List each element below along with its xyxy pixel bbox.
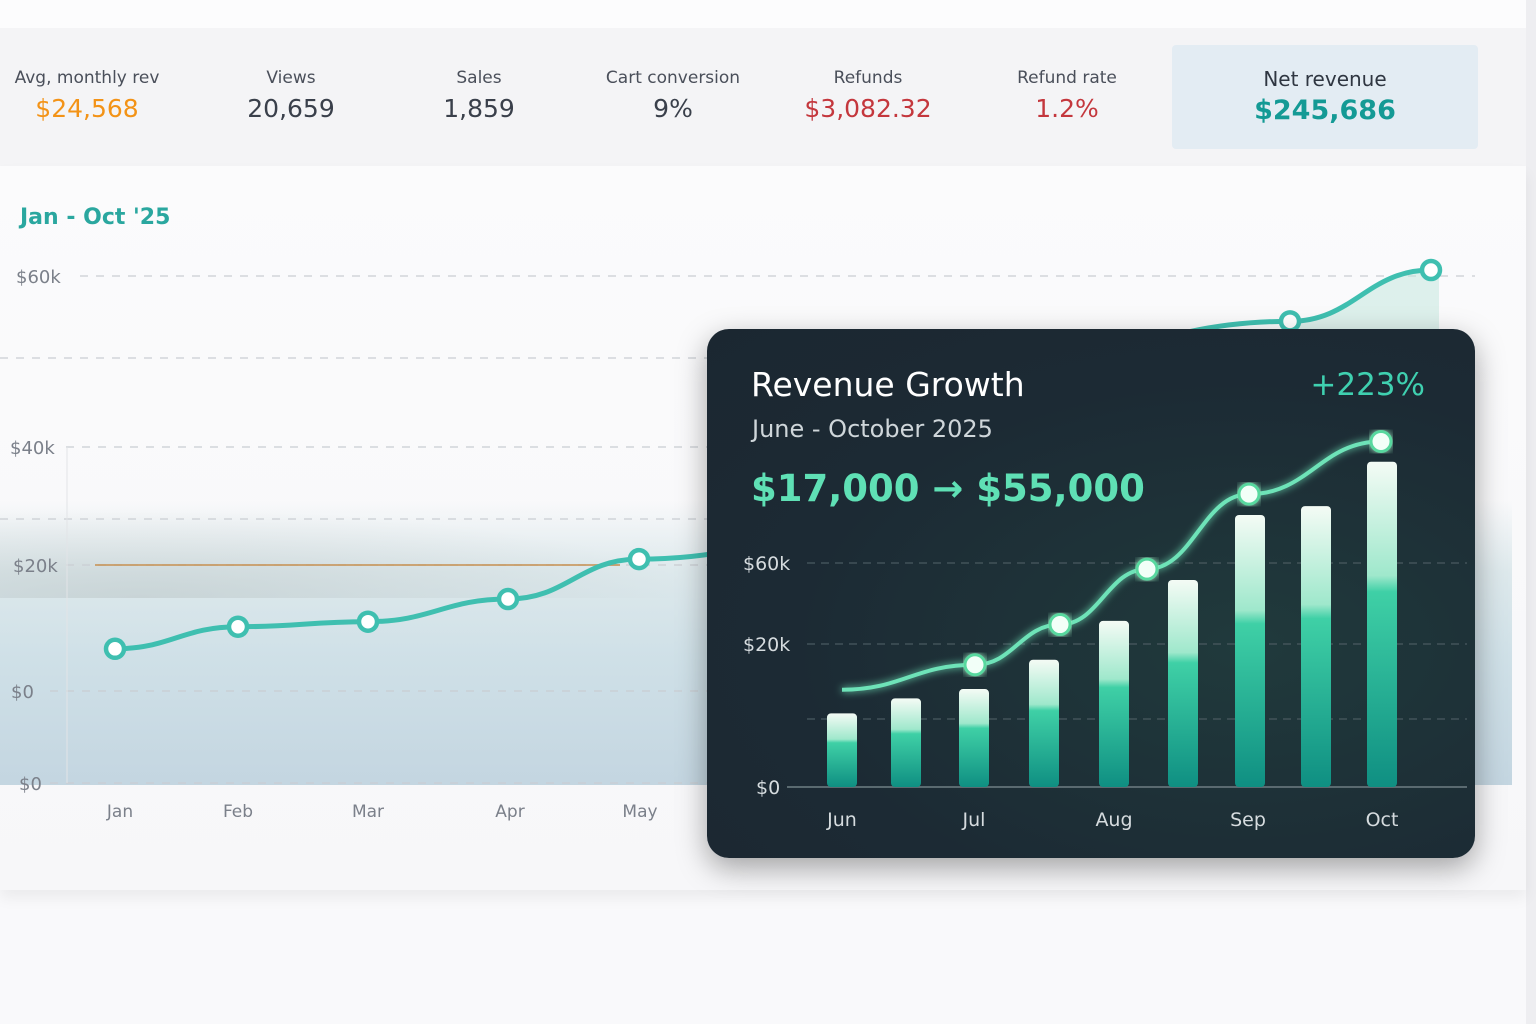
y-tick-label: $60k — [743, 553, 790, 575]
x-tick-label: Feb — [223, 802, 253, 822]
stat-value: $3,082.32 — [804, 94, 932, 123]
bar — [1168, 580, 1198, 787]
stat-avg-monthly-rev: Avg, monthly rev $24,568 — [15, 68, 160, 123]
scroll-edge — [1526, 0, 1536, 1024]
growth-percentage: +223% — [1310, 367, 1425, 403]
stats-bar: Avg, monthly rev $24,568 Views 20,659 Sa… — [0, 28, 1526, 166]
revenue-from-to: $17,000 → $55,000 — [751, 467, 1145, 510]
background-hill — [0, 508, 700, 598]
data-point — [627, 547, 651, 571]
bar — [1301, 506, 1331, 787]
x-tick-label: Aug — [1095, 809, 1132, 831]
net-revenue-label: Net revenue — [1263, 67, 1387, 91]
data-point — [1237, 482, 1261, 506]
data-point — [1278, 310, 1302, 333]
stat-label: Views — [266, 68, 316, 88]
y-tick-label: $0 — [19, 774, 42, 795]
stat-refunds: Refunds $3,082.32 — [804, 68, 931, 123]
stat-label: Sales — [456, 68, 502, 88]
data-point — [1419, 258, 1443, 282]
bar — [891, 698, 921, 787]
series — [827, 430, 1397, 787]
x-tick-label: Apr — [495, 802, 524, 822]
y-tick-label: $20k — [13, 556, 58, 577]
revenue-growth-chart: $60k $20k $0 Jun Jul Aug Sep Oct — [743, 430, 1467, 831]
stat-label: Refunds — [833, 68, 903, 88]
stat-label: Avg, monthly rev — [14, 68, 160, 88]
card-title: Revenue Growth — [751, 365, 1025, 404]
bar — [1029, 659, 1059, 787]
card-subtitle: June - October 2025 — [752, 415, 993, 443]
stat-views: Views 20,659 — [247, 68, 334, 123]
series-line — [841, 439, 1382, 692]
y-tick-label: $40k — [10, 438, 55, 459]
y-tick-label: $60k — [16, 267, 61, 288]
net-revenue-value: $245,686 — [1254, 95, 1396, 126]
x-tick-label: Jan — [106, 802, 133, 822]
top-strip — [0, 0, 1526, 28]
bar — [827, 713, 857, 787]
data-point — [1369, 430, 1393, 453]
data-point — [1135, 557, 1159, 581]
y-axis: $60k $40k $20k $0 $0 — [10, 267, 61, 795]
data-point — [496, 587, 520, 611]
revenue-growth-card: $60k $20k $0 Jun Jul Aug Sep Oct Revenue… — [707, 329, 1475, 858]
stat-value: 1,859 — [443, 94, 515, 123]
y-tick-label: $0 — [756, 777, 780, 799]
data-point — [103, 637, 127, 661]
bar — [1099, 620, 1129, 787]
date-range-label: Jan - Oct '25 — [20, 205, 171, 230]
stat-refund-rate: Refund rate 1.2% — [1017, 68, 1117, 123]
bar — [1367, 461, 1397, 787]
data-point — [1048, 613, 1072, 637]
data-point — [356, 610, 380, 633]
y-tick-label: $20k — [743, 634, 790, 656]
y-tick-label: $0 — [11, 682, 34, 703]
bar — [959, 689, 989, 787]
data-point — [963, 653, 987, 677]
x-tick-label: Mar — [352, 802, 384, 822]
stat-label: Refund rate — [1017, 68, 1117, 88]
bar — [1235, 515, 1265, 787]
stat-label: Cart conversion — [605, 68, 741, 88]
stat-cart-conversion: Cart conversion 9% — [606, 68, 740, 123]
stat-value: 9% — [653, 94, 693, 123]
series-line — [112, 267, 1434, 652]
x-tick-label: Jul — [962, 809, 986, 831]
net-revenue-card[interactable]: Net revenue $245,686 — [1172, 45, 1478, 149]
stat-value: 20,659 — [247, 94, 335, 123]
x-axis: Jan Feb Mar Apr May — [106, 802, 658, 822]
stat-sales: Sales 1,859 — [443, 68, 515, 123]
stat-value: 1.2% — [1035, 94, 1099, 123]
data-point — [226, 615, 250, 638]
stat-value: $24,568 — [35, 94, 139, 123]
x-tick-label: May — [622, 802, 657, 822]
x-tick-label: Sep — [1230, 809, 1266, 831]
x-tick-label: Oct — [1366, 809, 1399, 831]
x-tick-label: Jun — [826, 809, 857, 831]
